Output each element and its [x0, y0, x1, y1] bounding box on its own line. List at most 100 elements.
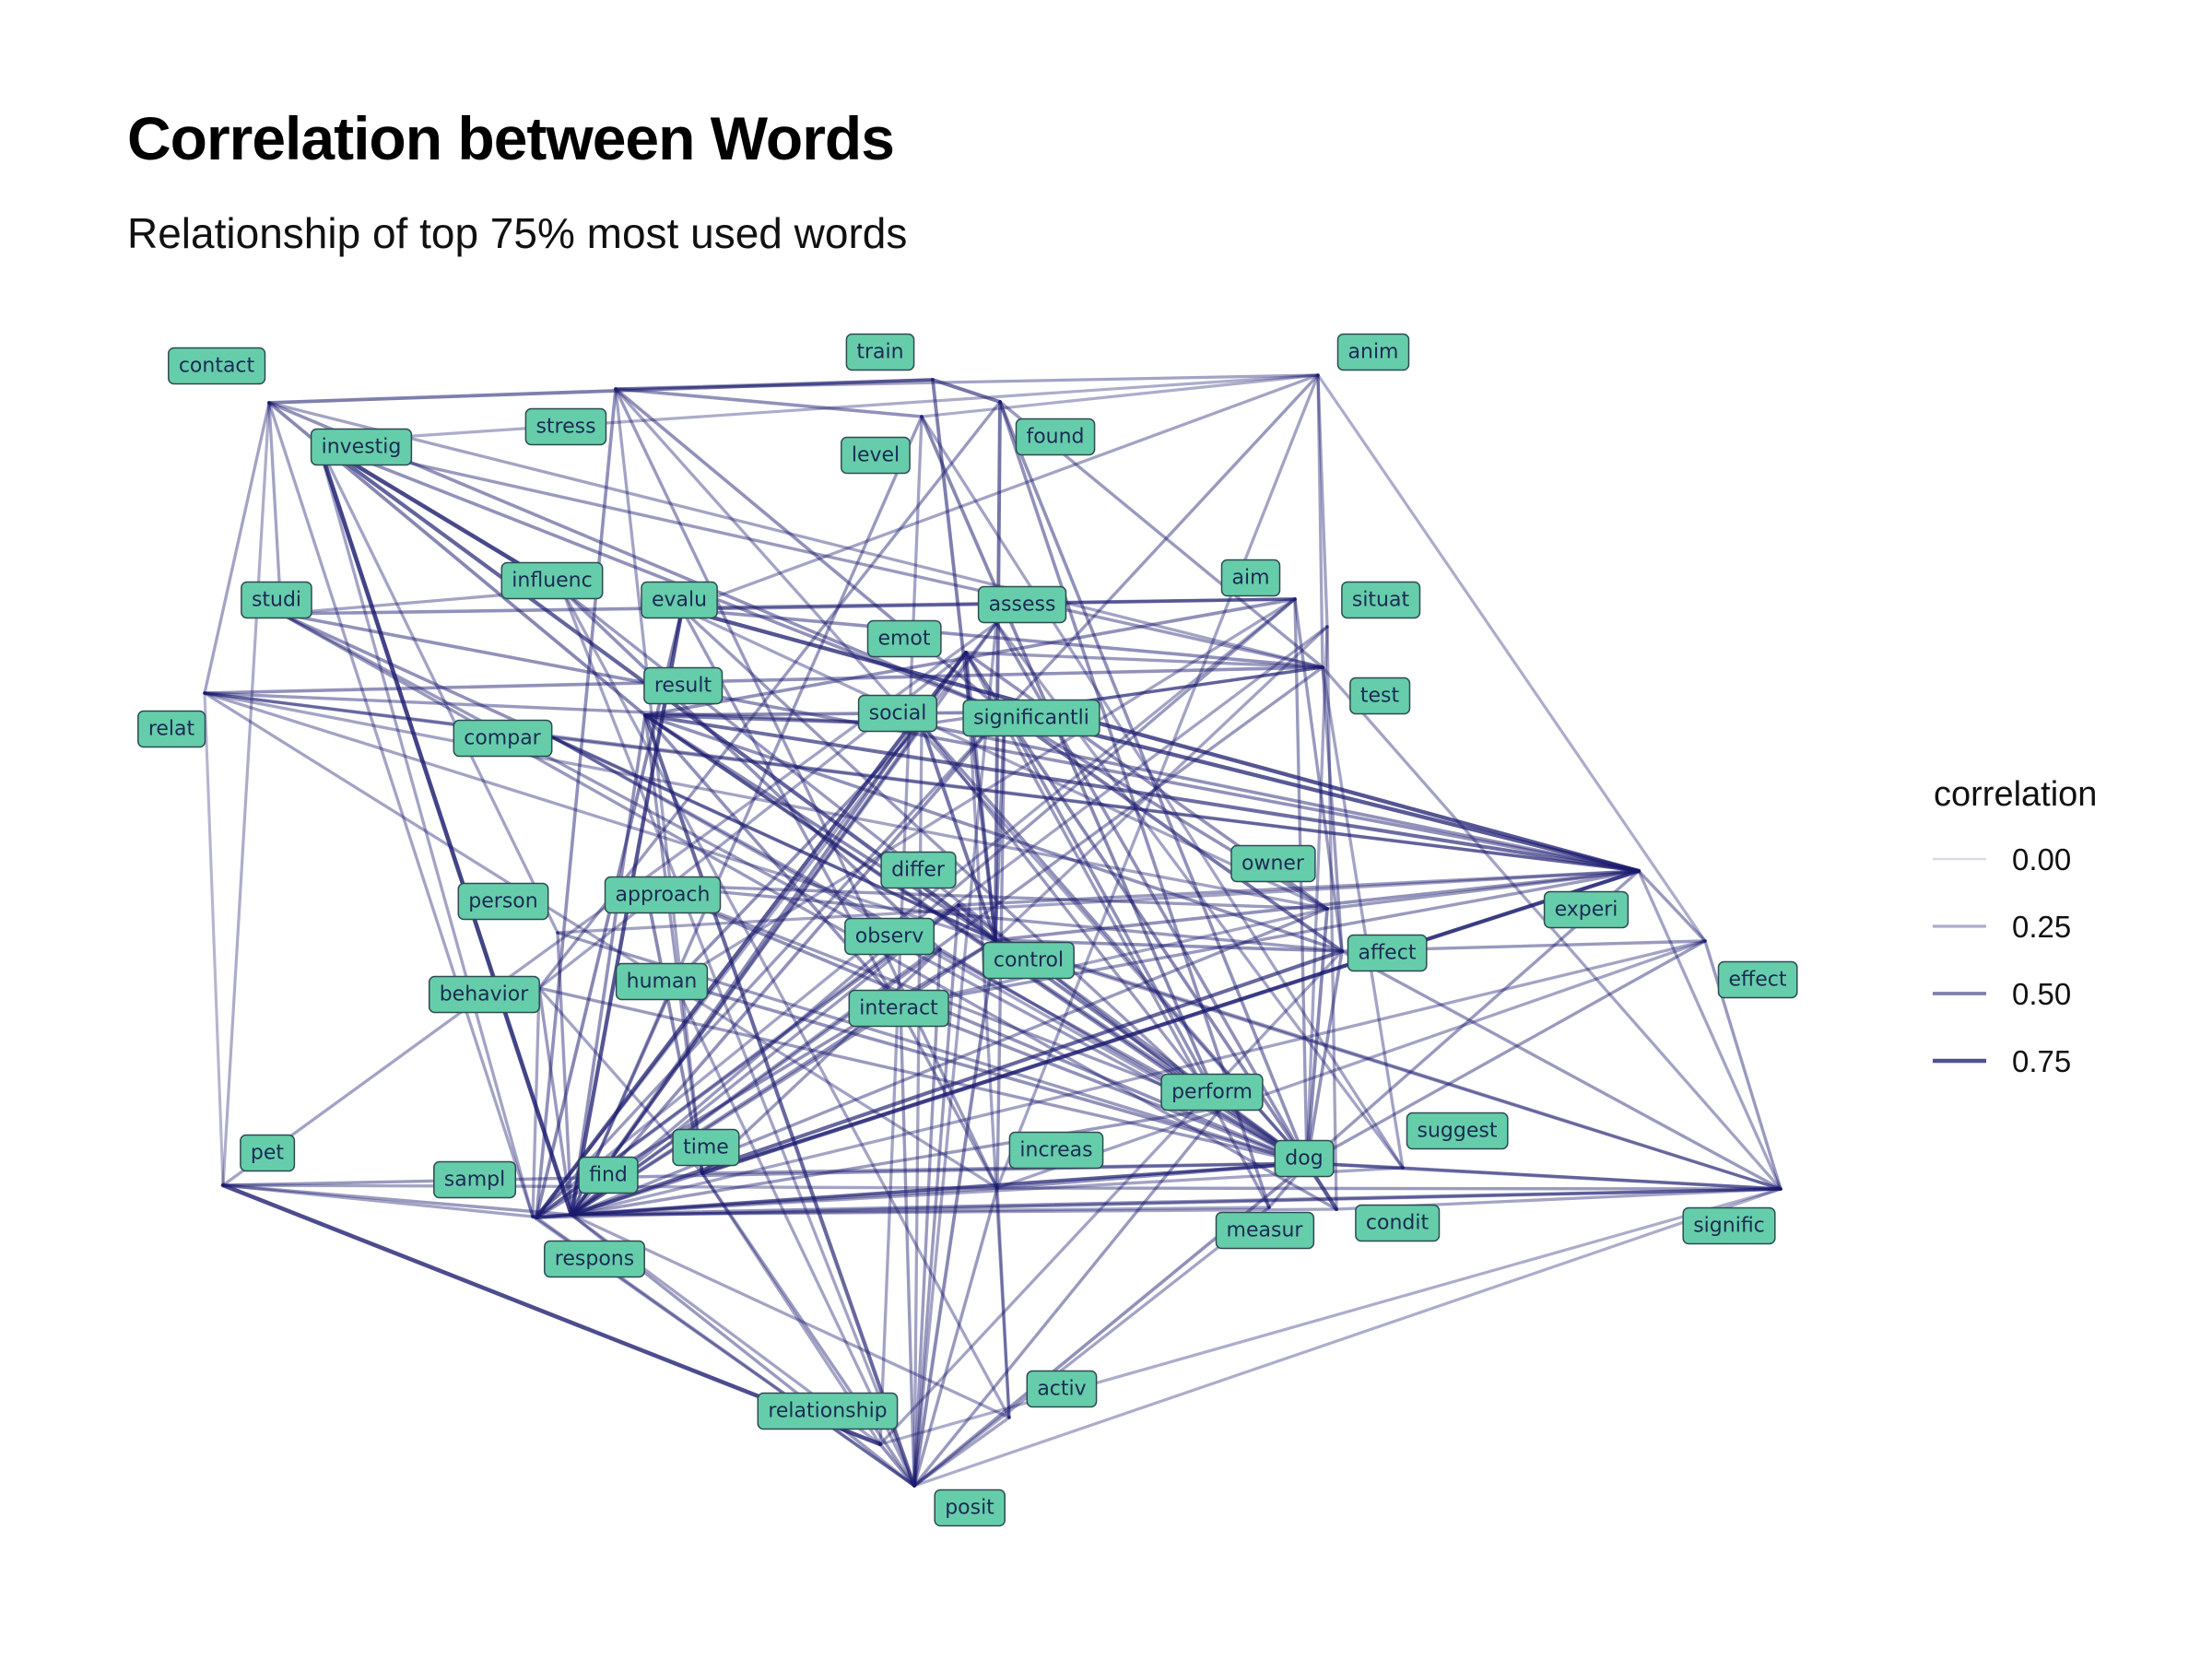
edge-control-posit [912, 938, 997, 1488]
edge-time-posit [700, 1171, 916, 1488]
edge-contact-sampl [267, 401, 535, 1218]
node-label: person [468, 890, 537, 913]
node-human: human [615, 962, 709, 1001]
node-relationship: relationship [757, 1392, 899, 1430]
edge-found-control [994, 400, 1002, 942]
edge-investig-find [315, 440, 574, 1218]
node-box [137, 710, 206, 748]
edge-affect-relationship [878, 949, 1344, 1446]
node-box [1543, 890, 1630, 929]
node-label: interact [859, 997, 938, 1020]
node-label: measur [1227, 1219, 1304, 1242]
edge-activ-posit [912, 1416, 1011, 1488]
node-box [1008, 1131, 1104, 1170]
page-subtitle: Relationship of top 75% most used words [127, 209, 908, 257]
edge-interact-dog [899, 1004, 1309, 1165]
node-box [1355, 1204, 1441, 1242]
edge-level-suggest [920, 415, 1405, 1170]
edge-behavior-dog [537, 986, 1309, 1165]
node-box [1349, 677, 1411, 715]
node-label: human [627, 971, 698, 994]
node-box [1341, 581, 1421, 619]
node-box [982, 941, 1075, 980]
edge-evalu-owner [680, 607, 1329, 911]
node-social: social [857, 694, 938, 733]
page-title: Correlation between Words [127, 104, 895, 172]
edge-increas-activ [995, 1186, 1011, 1419]
node-label: control [994, 949, 1064, 972]
edge-contact-studi [267, 401, 283, 616]
edge-relat-pet [203, 691, 225, 1187]
node-label: find [589, 1164, 628, 1187]
edge-aim-find [570, 597, 1297, 1217]
node-label: result [654, 675, 712, 698]
node-owner: owner [1230, 844, 1316, 883]
node-train: train [845, 333, 915, 371]
edge-aim-affect [1293, 597, 1344, 953]
node-box [1015, 418, 1096, 456]
node-box [453, 719, 553, 758]
edge-level-find [570, 415, 924, 1217]
edge-control-find [570, 938, 997, 1217]
node-label: stress [535, 416, 595, 439]
edge-relat-owner [203, 691, 1329, 911]
edge-person-experi [556, 869, 1641, 935]
node-experi: experi [1543, 890, 1630, 929]
edge-pet-dog [221, 1161, 1309, 1187]
node-condit: condit [1355, 1204, 1441, 1242]
edge-anim-test [1316, 373, 1324, 669]
edge-stress-time [614, 387, 704, 1175]
edge-significantli-find [570, 711, 1006, 1217]
edge-stress-significantli [614, 387, 1006, 714]
edge-approach-time [643, 883, 704, 1175]
edge-find-affect [569, 948, 1345, 1218]
node-label: perform [1171, 1081, 1253, 1104]
node-label: differ [891, 859, 946, 882]
node-box [524, 407, 607, 446]
node-label: approach [616, 884, 711, 907]
edge-differ-experi [957, 869, 1641, 907]
node-label: train [856, 341, 903, 364]
edge-train-control [931, 378, 997, 942]
node-box [1026, 1370, 1098, 1408]
edge-situat-dog [1305, 625, 1329, 1165]
node-label: test [1360, 685, 1400, 708]
edge-significantli-respons [535, 711, 1006, 1219]
node-label: pet [251, 1142, 285, 1165]
node-box [845, 333, 915, 371]
node-respons: respons [544, 1240, 645, 1278]
node-box [457, 882, 549, 921]
node-suggest: suggest [1406, 1112, 1509, 1150]
edge-compar-experi [551, 735, 1641, 873]
node-label: respons [555, 1248, 634, 1271]
edge-stress-dog [614, 387, 1309, 1165]
edge-test-suggest [1321, 665, 1405, 1170]
edge-anim-investig [316, 373, 1320, 444]
node-situat: situat [1341, 581, 1421, 619]
node-relat: relat [137, 710, 206, 748]
edge-measur-posit [912, 1206, 1271, 1488]
edge-emot-measur [964, 651, 1271, 1209]
node-box [641, 581, 718, 619]
node-measur: measur [1215, 1211, 1315, 1250]
edge-respons-dog [535, 1161, 1309, 1219]
node-label: activ [1037, 1378, 1086, 1401]
node-label: suggest [1418, 1120, 1498, 1143]
legend-label: 0.25 [2012, 910, 2071, 944]
legend-label: 0.50 [2012, 977, 2071, 1011]
node-label: investig [322, 436, 402, 459]
edge-studi-control [279, 612, 997, 942]
edge-investig-sampl [316, 441, 535, 1218]
node-box [1406, 1112, 1509, 1150]
edge-owner-interact [899, 907, 1329, 1007]
node-label: posit [945, 1497, 994, 1520]
edge-measur-find [570, 1206, 1271, 1217]
edge-observ-posit [912, 947, 942, 1488]
edge-result-control [643, 713, 997, 942]
node-label: relat [148, 718, 195, 741]
node-interact: interact [848, 989, 949, 1028]
edge-affect-dog [1305, 949, 1344, 1165]
edge-observ-time [700, 947, 942, 1175]
node-posit: posit [934, 1488, 1006, 1527]
